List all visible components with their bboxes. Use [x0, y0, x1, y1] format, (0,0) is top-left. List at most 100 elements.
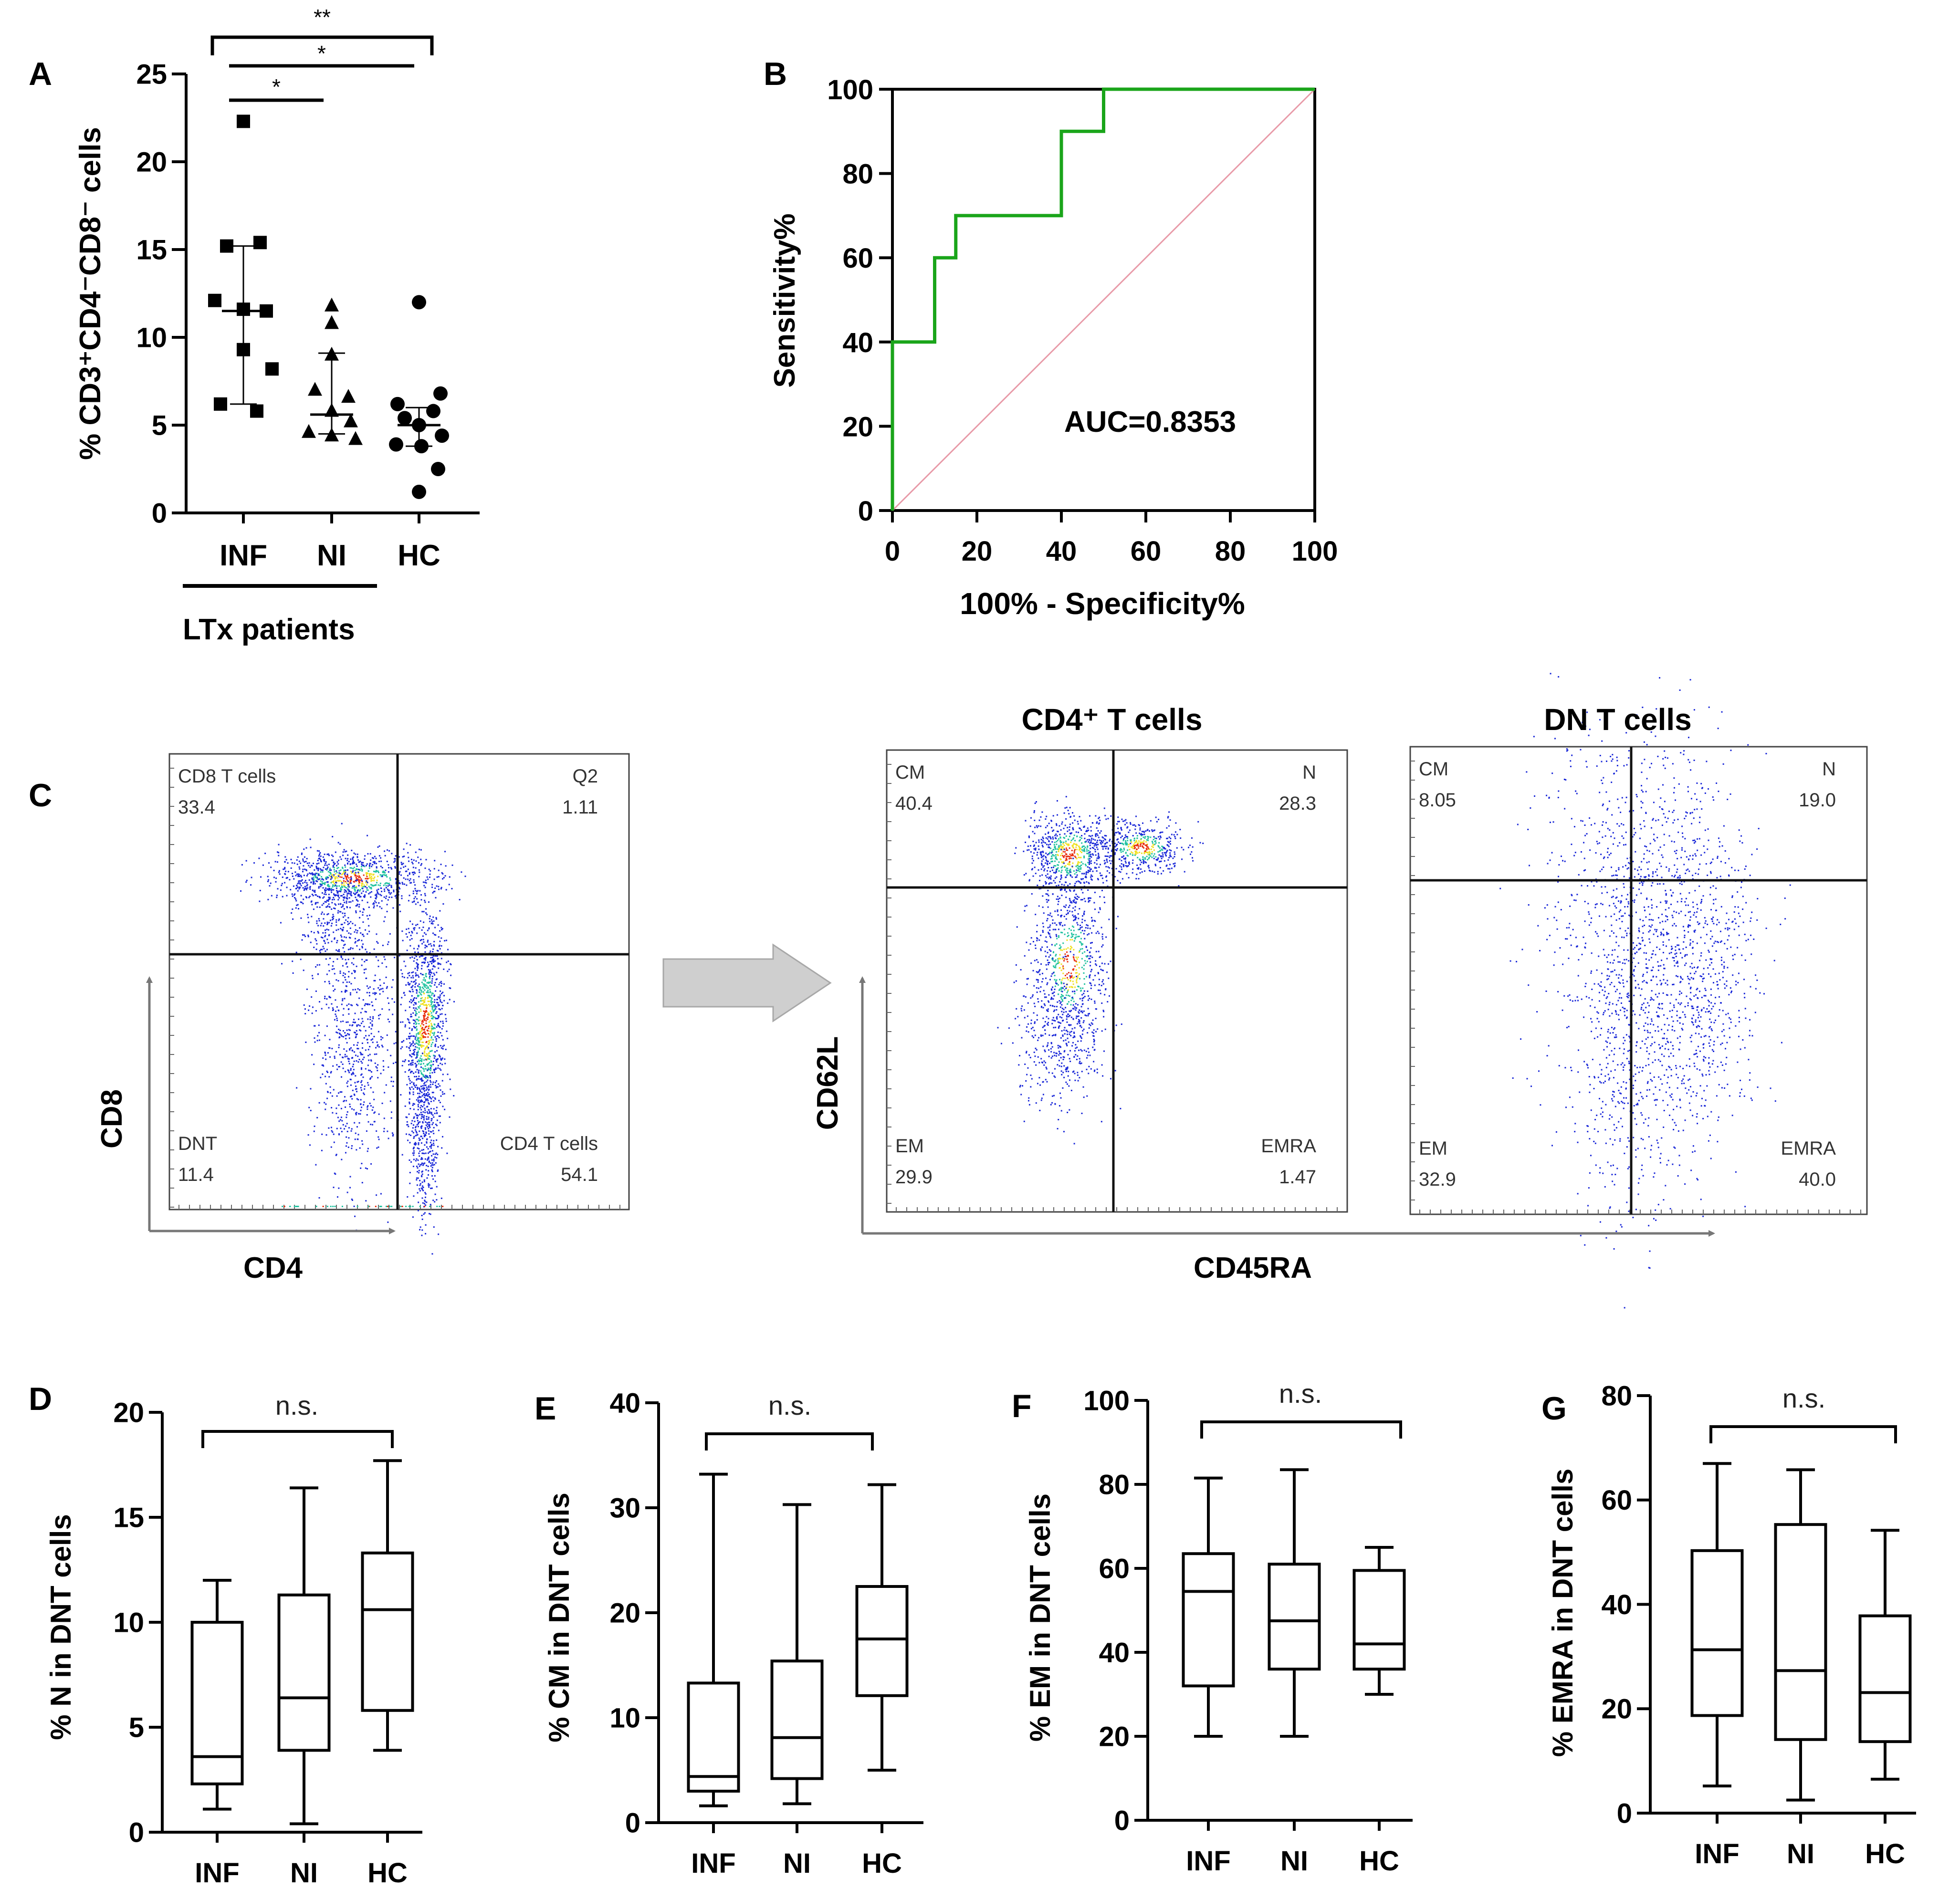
- event-dot: [1049, 837, 1051, 839]
- event-dot: [346, 897, 348, 899]
- event-dot: [1163, 852, 1165, 854]
- event-dot: [1130, 843, 1132, 845]
- event-dot: [413, 1020, 415, 1022]
- event-dot: [430, 1065, 432, 1067]
- event-dot: [329, 906, 331, 908]
- event-dot: [1149, 853, 1151, 855]
- event-dot: [324, 1102, 325, 1104]
- event-dot: [392, 1063, 394, 1064]
- event-dot: [1082, 878, 1084, 880]
- event-dot: [413, 1035, 415, 1037]
- event-dot: [409, 972, 410, 974]
- event-dot: [1064, 888, 1066, 890]
- event-dot: [343, 1100, 345, 1102]
- event-dot: [298, 880, 300, 882]
- event-dot: [304, 888, 305, 890]
- event-dot: [339, 856, 341, 858]
- event-dot: [1139, 832, 1141, 834]
- point-circle: [414, 439, 429, 454]
- event-dot: [336, 1095, 338, 1097]
- event-dot: [424, 1203, 426, 1205]
- event-dot: [1043, 841, 1045, 843]
- event-dot: [411, 1028, 413, 1030]
- event-dot: [302, 868, 304, 870]
- event-dot: [356, 1088, 357, 1090]
- event-dot: [343, 849, 345, 851]
- event-dot: [1069, 864, 1071, 866]
- event-dot: [335, 929, 337, 931]
- event-dot: [409, 1027, 410, 1029]
- event-dot: [418, 1142, 419, 1144]
- event-dot: [440, 1095, 442, 1097]
- panel-label-G: G: [1541, 1390, 1567, 1427]
- event-dot: [1183, 849, 1184, 851]
- event-dot: [427, 1058, 429, 1060]
- event-dot: [356, 945, 358, 947]
- event-dot: [1060, 996, 1062, 998]
- event-dot: [1060, 866, 1062, 868]
- event-dot: [1093, 1029, 1095, 1031]
- event-dot: [432, 1061, 434, 1063]
- event-dot: [368, 886, 370, 887]
- event-dot: [427, 939, 429, 941]
- event-dot: [434, 1043, 436, 1045]
- event-dot: [1080, 868, 1082, 870]
- event-dot: [387, 943, 389, 945]
- event-dot: [1020, 969, 1022, 970]
- event-dot: [434, 1009, 436, 1011]
- event-dot: [1167, 868, 1169, 870]
- event-dot: [1136, 864, 1138, 866]
- event-dot: [344, 998, 346, 1000]
- event-dot: [1095, 867, 1097, 869]
- event-dot: [418, 876, 420, 877]
- event-dot: [365, 949, 367, 950]
- event-dot: [401, 895, 403, 897]
- event-dot: [359, 1147, 361, 1149]
- event-dot: [355, 897, 356, 898]
- event-dot: [1074, 883, 1076, 885]
- event-dot: [377, 870, 378, 872]
- event-dot: [329, 897, 331, 898]
- event-dot: [354, 1012, 356, 1014]
- event-dot: [382, 944, 384, 946]
- event-dot: [424, 986, 426, 988]
- event-dot: [1145, 841, 1147, 843]
- event-dot: [1076, 845, 1078, 846]
- event-dot: [327, 942, 329, 944]
- event-dot: [1051, 827, 1053, 829]
- event-dot: [1075, 856, 1077, 858]
- event-dot: [367, 987, 369, 989]
- event-dot: [428, 1012, 430, 1014]
- event-dot: [1057, 867, 1059, 869]
- event-dot: [440, 963, 441, 965]
- event-dot: [431, 978, 433, 980]
- event-dot: [372, 861, 374, 863]
- event-dot: [370, 1163, 372, 1165]
- event-dot: [1125, 836, 1127, 838]
- event-dot: [419, 848, 420, 850]
- event-dot: [340, 928, 342, 929]
- event-dot: [414, 1143, 416, 1145]
- event-dot: [401, 1041, 403, 1043]
- event-dot: [1191, 851, 1193, 853]
- event-dot: [388, 889, 390, 891]
- panel-label-D: D: [29, 1381, 52, 1417]
- event-dot: [430, 923, 432, 925]
- event-dot: [1076, 980, 1078, 982]
- event-dot: [417, 1120, 419, 1122]
- event-dot: [429, 1058, 430, 1060]
- event-dot: [341, 1158, 343, 1160]
- event-dot: [1110, 863, 1111, 865]
- event-dot: [433, 959, 435, 961]
- event-dot: [422, 1164, 424, 1166]
- event-dot: [408, 1069, 410, 1071]
- event-dot: [363, 1056, 365, 1058]
- event-dot: [419, 927, 420, 929]
- event-dot: [1063, 847, 1065, 849]
- event-dot: [392, 1134, 394, 1136]
- event-dot: [1041, 811, 1043, 813]
- event-dot: [424, 1076, 426, 1078]
- event-dot: [298, 888, 300, 890]
- event-dot: [325, 958, 327, 960]
- event-dot: [414, 887, 416, 889]
